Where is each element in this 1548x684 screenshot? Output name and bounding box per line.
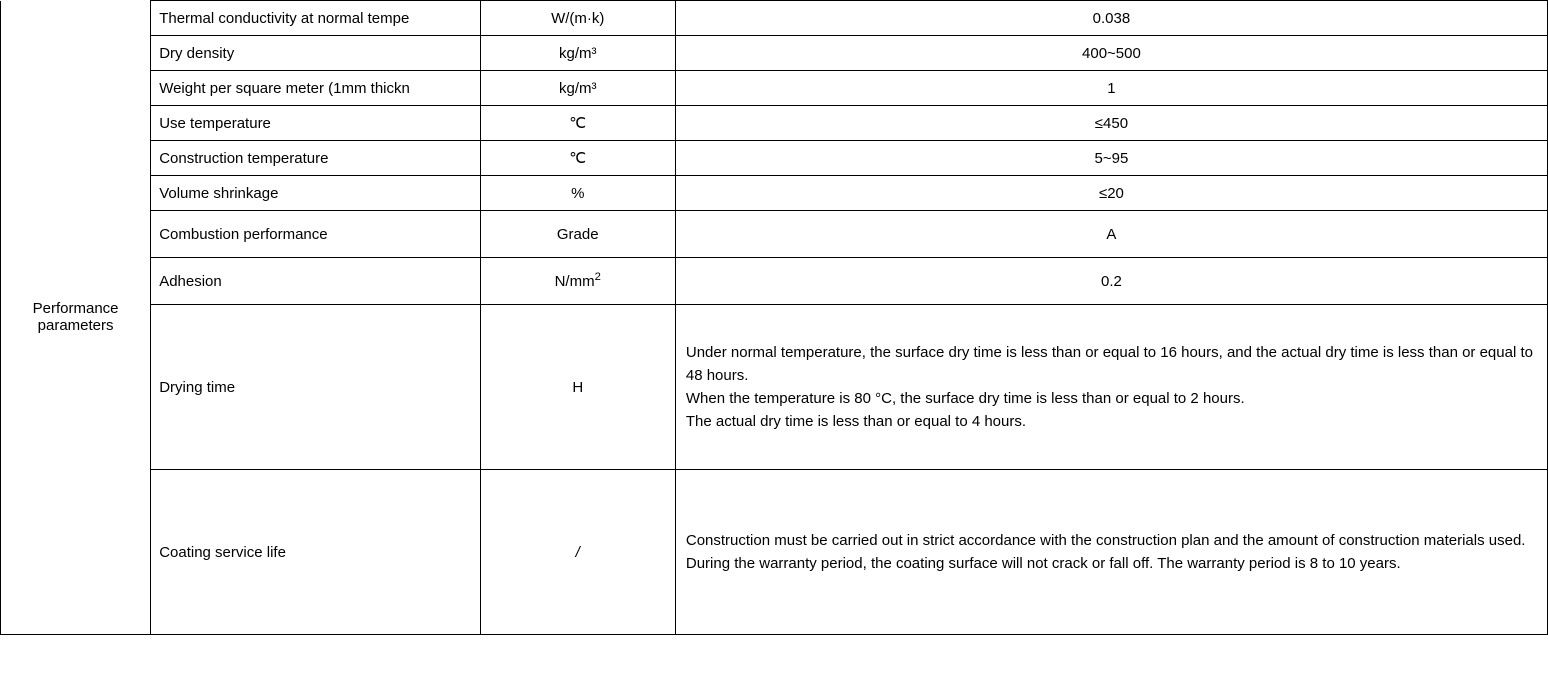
param-cell: Dry density [151,36,480,71]
value-cell: ≤450 [675,106,1547,141]
unit-cell: H [480,305,675,470]
unit-cell: / [480,470,675,635]
param-cell: Weight per square meter (1mm thickn [151,71,480,106]
table-row: Adhesion N/mm2 0.2 [1,258,1548,305]
value-cell: Under normal temperature, the surface dr… [675,305,1547,470]
param-cell: Combustion performance [151,211,480,258]
param-cell: Adhesion [151,258,480,305]
param-cell: Use temperature [151,106,480,141]
table-row: Volume shrinkage % ≤20 [1,176,1548,211]
table-row: Construction temperature ℃ 5~95 [1,141,1548,176]
unit-cell: ℃ [480,141,675,176]
value-cell: 5~95 [675,141,1547,176]
param-cell: Drying time [151,305,480,470]
unit-cell: Grade [480,211,675,258]
unit-cell: W/(m·k) [480,1,675,36]
unit-cell: N/mm2 [480,258,675,305]
param-cell: Thermal conductivity at normal tempe [151,1,480,36]
table-row: Combustion performance Grade A [1,211,1548,258]
table-row: Coating service life / Construction must… [1,470,1548,635]
value-cell: 1 [675,71,1547,106]
performance-parameters-table: Performance parameters Thermal conductiv… [0,0,1548,635]
table-row: Performance parameters Thermal conductiv… [1,1,1548,36]
value-cell: 0.038 [675,1,1547,36]
table-row: Use temperature ℃ ≤450 [1,106,1548,141]
value-cell: ≤20 [675,176,1547,211]
unit-cell: ℃ [480,106,675,141]
table-row: Drying time H Under normal temperature, … [1,305,1548,470]
param-cell: Volume shrinkage [151,176,480,211]
value-cell: 0.2 [675,258,1547,305]
param-cell: Coating service life [151,470,480,635]
value-cell: 400~500 [675,36,1547,71]
unit-cell: kg/m³ [480,71,675,106]
value-cell: A [675,211,1547,258]
table-row: Weight per square meter (1mm thickn kg/m… [1,71,1548,106]
unit-superscript: 2 [595,271,601,283]
table-row: Dry density kg/m³ 400~500 [1,36,1548,71]
unit-cell: % [480,176,675,211]
value-cell: Construction must be carried out in stri… [675,470,1547,635]
unit-cell: kg/m³ [480,36,675,71]
row-group-label: Performance parameters [1,1,151,635]
unit-prefix: N/mm [555,273,595,290]
param-cell: Construction temperature [151,141,480,176]
